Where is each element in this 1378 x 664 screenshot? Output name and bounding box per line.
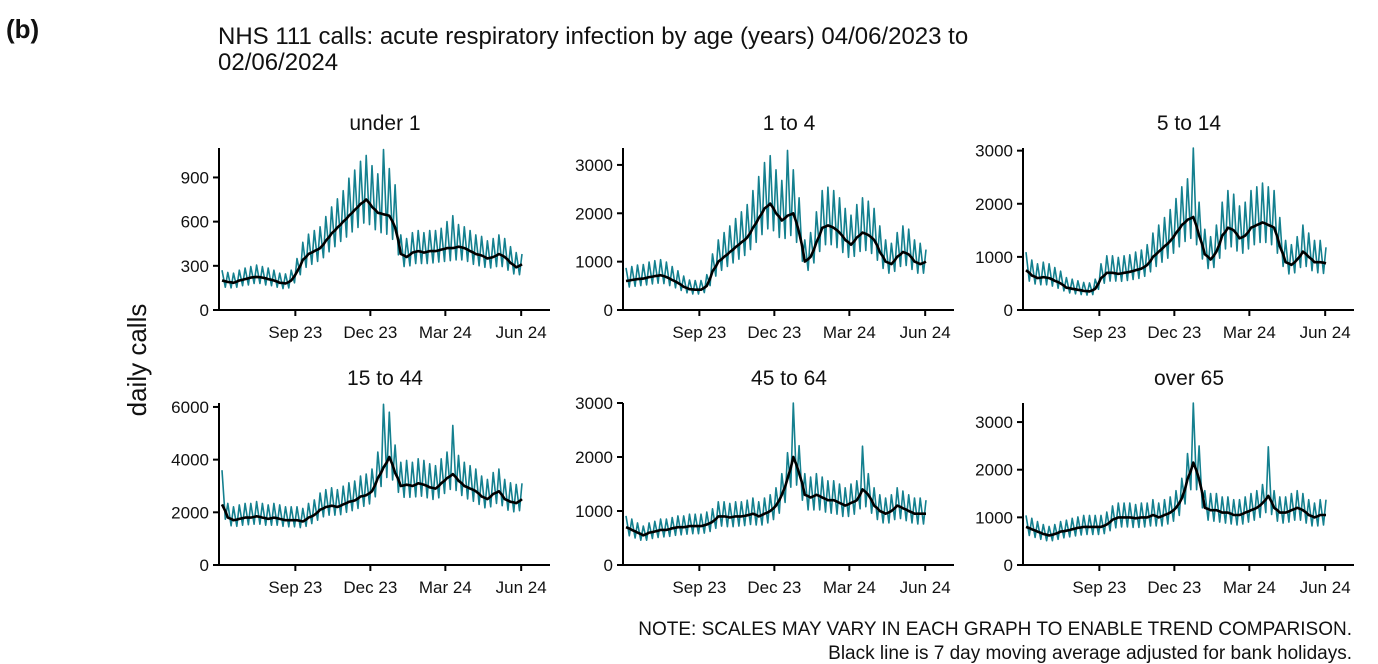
series-line	[1025, 147, 1327, 296]
x-tick-label: Dec 23	[343, 578, 397, 597]
y-tick-label: 6000	[171, 398, 209, 417]
x-tick-label: Jun 24	[1300, 578, 1351, 597]
x-tick-label: Sep 23	[268, 578, 322, 597]
y-tick-label: 300	[181, 257, 209, 276]
panel-title: over 65	[1154, 367, 1224, 390]
y-tick-label: 900	[181, 168, 209, 187]
y-tick-label: 1000	[975, 508, 1013, 527]
x-tick-label: Mar 24	[1223, 578, 1276, 597]
y-axis-label: daily calls	[122, 304, 152, 417]
x-tick-label: Mar 24	[823, 578, 876, 597]
x-tick-label: Mar 24	[419, 578, 472, 597]
series-line	[221, 403, 523, 529]
y-tick-label: 600	[181, 213, 209, 232]
x-tick-label: Dec 23	[747, 578, 801, 597]
series-line	[220, 455, 523, 523]
x-tick-label: Jun 24	[496, 323, 547, 342]
series-line	[625, 202, 927, 291]
title-line: NHS 111 calls: acute respiratory infecti…	[218, 23, 968, 50]
title-line: 02/06/2024	[218, 49, 338, 76]
series-line	[625, 149, 927, 295]
x-tick-label: Jun 24	[1300, 323, 1351, 342]
x-tick-label: Mar 24	[1223, 323, 1276, 342]
series-line	[1025, 215, 1327, 293]
x-tick-label: Jun 24	[496, 578, 547, 597]
x-tick-label: Dec 23	[1147, 578, 1201, 597]
y-tick-label: 1000	[575, 253, 613, 272]
note: Black line is 7 day moving average adjus…	[828, 643, 1352, 664]
y-tick-label: 2000	[975, 461, 1013, 480]
x-tick-label: Mar 24	[419, 323, 472, 342]
x-tick-label: Sep 23	[1072, 323, 1126, 342]
y-tick-label: 1000	[575, 502, 613, 521]
x-tick-label: Dec 23	[1147, 323, 1201, 342]
series-line	[625, 455, 926, 537]
series-line	[1025, 402, 1327, 542]
panel-title: 1 to 4	[763, 112, 816, 135]
y-tick-label: 2000	[975, 195, 1013, 214]
x-tick-label: Jun 24	[900, 578, 951, 597]
x-tick-label: Mar 24	[823, 323, 876, 342]
series-line	[221, 198, 523, 285]
y-tick-label: 2000	[575, 204, 613, 223]
y-tick-label: 3000	[975, 413, 1013, 432]
y-tick-label: 3000	[575, 394, 613, 413]
figure-label: (b)	[6, 14, 39, 44]
y-tick-label: 0	[200, 556, 209, 575]
panel-title: 45 to 64	[751, 367, 827, 390]
series-line	[221, 148, 523, 290]
y-tick-label: 2000	[575, 448, 613, 467]
y-tick-label: 0	[604, 301, 613, 320]
note: NOTE: SCALES MAY VARY IN EACH GRAPH TO E…	[638, 619, 1352, 640]
y-tick-label: 4000	[171, 451, 209, 470]
x-tick-label: Sep 23	[672, 323, 726, 342]
series-line	[1025, 461, 1326, 537]
y-tick-label: 2000	[171, 503, 209, 522]
x-tick-label: Sep 23	[268, 323, 322, 342]
panel-title: under 1	[349, 112, 420, 135]
x-tick-label: Dec 23	[747, 323, 801, 342]
y-tick-label: 1000	[975, 248, 1013, 267]
y-tick-label: 0	[1004, 556, 1013, 575]
panel-title: 5 to 14	[1157, 112, 1222, 135]
y-tick-label: 3000	[975, 142, 1013, 161]
series-line	[625, 402, 927, 541]
x-tick-label: Sep 23	[672, 578, 726, 597]
x-tick-label: Jun 24	[900, 323, 951, 342]
y-tick-label: 0	[1004, 301, 1013, 320]
x-tick-label: Dec 23	[343, 323, 397, 342]
panel-title: 15 to 44	[347, 367, 423, 390]
y-tick-label: 0	[604, 556, 613, 575]
x-tick-label: Sep 23	[1072, 578, 1126, 597]
y-tick-label: 3000	[575, 156, 613, 175]
y-tick-label: 0	[200, 301, 209, 320]
